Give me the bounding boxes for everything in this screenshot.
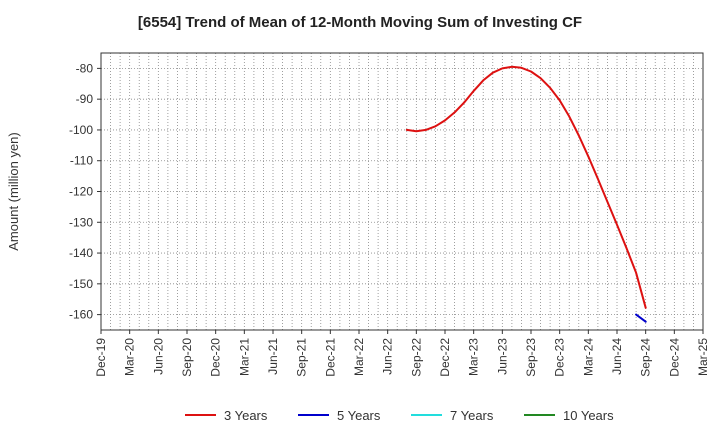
y-tick-label: -110 (70, 154, 93, 168)
y-tick-label: -100 (69, 123, 93, 137)
chart-title: [6554] Trend of Mean of 12-Month Moving … (137, 14, 583, 31)
x-tick-label: Dec-21 (323, 338, 337, 377)
x-tick-label: Dec-19 (94, 338, 108, 377)
x-axis-ticks: Dec-19 Mar-20 Jun-20 Sep-20 Dec-20 Mar-21 Jun-… (94, 330, 710, 377)
x-tick-label: Mar-22 (352, 338, 366, 376)
x-tick-label: Mar-20 (123, 338, 137, 376)
series-line-3-years (405, 65, 647, 309)
x-tick-label: Jun-21 (266, 338, 280, 375)
x-tick-label: Mar-24 (581, 338, 595, 376)
legend-label: 3 Years (224, 408, 268, 423)
series-lines (405, 65, 647, 323)
x-tick-label: Sep-24 (639, 338, 653, 377)
y-tick-label: -90 (76, 92, 94, 106)
grid (101, 53, 703, 330)
x-tick-label: Jun-23 (495, 338, 509, 375)
y-tick-label: -130 (69, 215, 93, 229)
x-tick-label: Mar-21 (237, 338, 251, 376)
y-axis-title: Amount (million yen) (6, 132, 21, 251)
x-tick-label: Dec-23 (553, 338, 567, 377)
y-tick-label: -150 (69, 277, 93, 291)
x-tick-label: Sep-22 (409, 338, 423, 377)
x-tick-label: Sep-23 (524, 338, 538, 377)
x-tick-label: Dec-22 (438, 338, 452, 377)
x-tick-label: Jun-20 (151, 338, 165, 375)
x-tick-label: Mar-23 (467, 338, 481, 376)
x-tick-label: Sep-20 (180, 338, 194, 377)
x-tick-label: Jun-24 (610, 338, 624, 375)
legend: 3 Years 5 Years 7 Years 10 Years (185, 408, 614, 423)
legend-label: 10 Years (563, 408, 614, 423)
y-axis-ticks: -80 -90 -100 -110 -120 -130 -140 -150 -160 (69, 61, 101, 322)
legend-label: 5 Years (337, 408, 381, 423)
x-tick-label: Sep-21 (295, 338, 309, 377)
series-line-5-years (635, 313, 647, 323)
x-tick-label: Mar-25 (696, 338, 710, 376)
y-tick-label: -140 (69, 246, 93, 260)
x-tick-label: Jun-22 (381, 338, 395, 375)
y-tick-label: -120 (69, 185, 93, 199)
x-tick-label: Dec-20 (209, 338, 223, 377)
y-tick-label: -80 (76, 61, 94, 75)
x-tick-label: Dec-24 (667, 338, 681, 377)
y-tick-label: -160 (69, 308, 93, 322)
legend-label: 7 Years (450, 408, 494, 423)
